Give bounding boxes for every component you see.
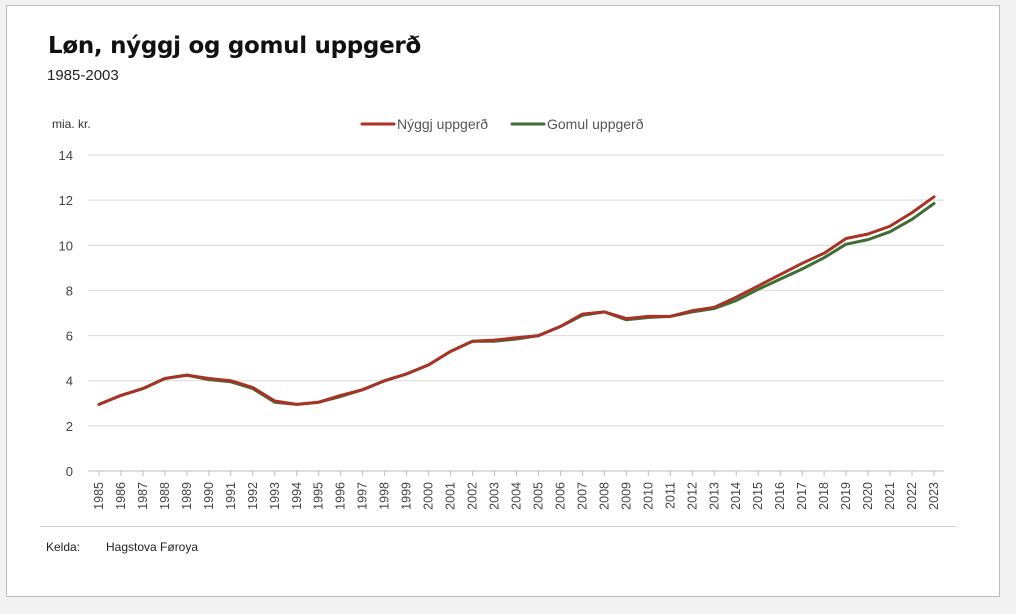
source-label: Kelda: (46, 540, 81, 554)
x-tick-label: 2008 (597, 482, 611, 510)
x-tick-label: 1998 (378, 482, 392, 510)
x-tick-label: 1995 (312, 482, 326, 510)
x-tick-label: 2012 (685, 482, 699, 510)
x-tick-label: 2006 (553, 482, 567, 510)
chart-card (6, 5, 1000, 597)
x-tick-label: 2023 (927, 482, 941, 510)
source-value: Hagstova Føroya (106, 540, 199, 554)
x-tick-label: 2005 (531, 482, 545, 510)
x-tick-label: 2015 (751, 482, 765, 510)
x-tick-label: 2021 (883, 482, 897, 510)
legend-label: Nýggj uppgerð (397, 116, 488, 132)
legend-label: Gomul uppgerð (547, 116, 644, 132)
x-tick-label: 2007 (575, 482, 589, 510)
x-tick-label: 2011 (663, 482, 677, 509)
x-tick-label: 2017 (795, 482, 809, 510)
x-tick-label: 2010 (641, 482, 655, 510)
x-tick-label: 2001 (444, 482, 458, 510)
x-tick-label: 2019 (839, 482, 853, 510)
chart-title: Løn, nýggj og gomul uppgerð (48, 33, 421, 59)
x-tick-label: 1992 (246, 482, 260, 510)
chart-subtitle: 1985-2003 (47, 67, 119, 84)
x-tick-label: 1993 (268, 482, 282, 510)
y-tick-label: 14 (59, 148, 73, 163)
y-tick-label: 0 (66, 464, 73, 479)
y-tick-label: 8 (66, 283, 73, 298)
x-tick-label: 2014 (729, 482, 743, 510)
y-tick-label: 10 (59, 238, 73, 253)
x-tick-label: 1987 (136, 482, 150, 510)
x-tick-label: 1994 (290, 482, 304, 510)
x-tick-label: 2004 (510, 482, 524, 510)
x-tick-label: 2022 (905, 482, 919, 510)
x-tick-label: 1996 (334, 482, 348, 510)
x-tick-label: 2000 (422, 482, 436, 510)
y-tick-label: 12 (59, 193, 73, 208)
series-line-1 (97, 202, 936, 406)
x-tick-label: 2002 (466, 482, 480, 510)
x-tick-label: 1986 (114, 482, 128, 510)
x-tick-label: 1991 (224, 482, 238, 510)
y-tick-label: 6 (66, 329, 73, 344)
x-tick-label: 1989 (180, 482, 194, 510)
x-tick-label: 2016 (773, 482, 787, 510)
x-tick-label: 2003 (488, 482, 502, 510)
series-line-0 (97, 195, 936, 406)
x-tick-label: 1985 (92, 482, 106, 510)
x-tick-label: 2018 (817, 482, 831, 510)
x-tick-label: 1997 (356, 482, 370, 510)
x-tick-label: 2009 (619, 482, 633, 510)
x-tick-label: 1999 (400, 482, 414, 510)
x-tick-label: 1990 (202, 482, 216, 510)
x-tick-label: 1988 (158, 482, 172, 510)
y-axis-label: mia. kr. (52, 117, 91, 131)
footer-divider (40, 526, 956, 527)
x-tick-label: 2020 (861, 482, 875, 510)
y-tick-label: 4 (66, 374, 73, 389)
x-tick-label: 2013 (707, 482, 721, 510)
y-tick-label: 2 (66, 419, 73, 434)
